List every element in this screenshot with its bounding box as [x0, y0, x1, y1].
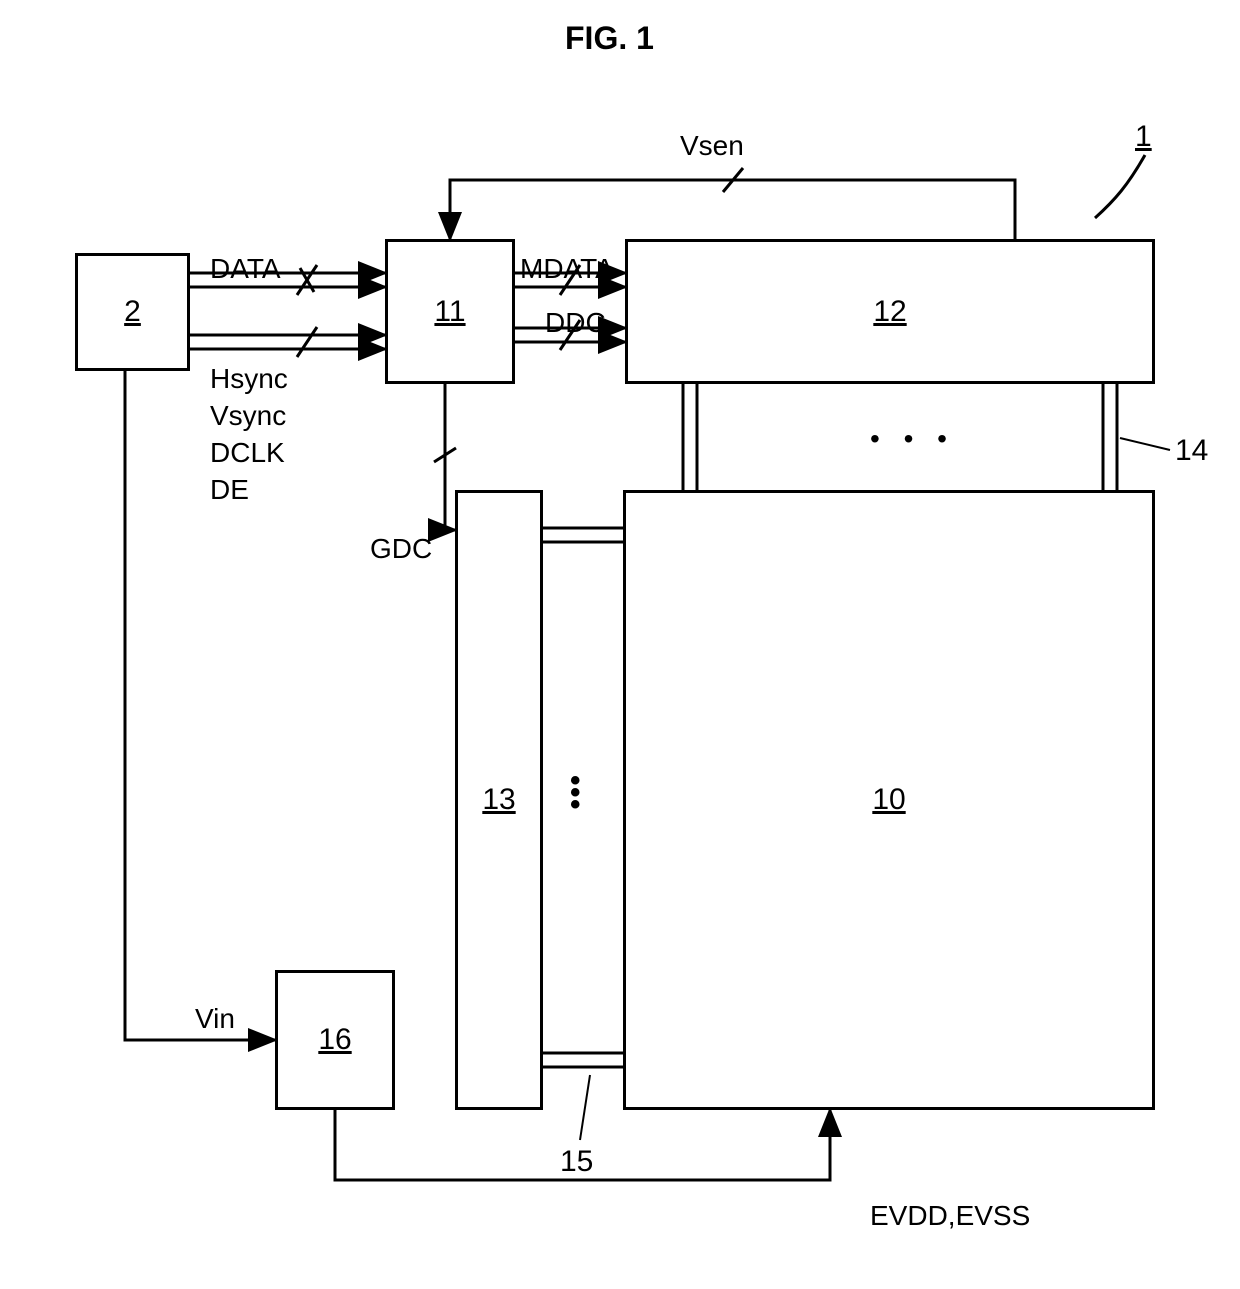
- ref-1: 1: [1135, 120, 1152, 154]
- label-hsync: Hsync: [210, 363, 288, 395]
- label-dclk: DCLK: [210, 437, 285, 469]
- label-ddc: DDC: [545, 307, 606, 339]
- dots-b12: • • •: [870, 423, 955, 455]
- label-data: DATA: [210, 253, 281, 285]
- block-16-label: 16: [318, 1023, 351, 1057]
- block-10: 10: [623, 490, 1155, 1110]
- label-mdata: MDATA: [520, 253, 614, 285]
- block-2: 2: [75, 253, 190, 371]
- block-16: 16: [275, 970, 395, 1110]
- block-13-label: 13: [482, 783, 515, 817]
- block-11-label: 11: [434, 295, 465, 329]
- label-evdd: EVDD,EVSS: [870, 1200, 1030, 1232]
- block-12-label: 12: [873, 295, 906, 329]
- block-11: 11: [385, 239, 515, 384]
- label-vsen: Vsen: [680, 130, 744, 162]
- figure-title: FIG. 1: [565, 20, 654, 57]
- label-de: DE: [210, 474, 249, 506]
- block-12: 12: [625, 239, 1155, 384]
- label-vin: Vin: [195, 1003, 235, 1035]
- vdots-b13: •••: [570, 775, 581, 811]
- block-10-label: 10: [872, 783, 905, 817]
- label-vsync: Vsync: [210, 400, 286, 432]
- ref-15: 15: [560, 1145, 593, 1179]
- label-gdc: GDC: [370, 533, 432, 565]
- ref-14: 14: [1175, 434, 1208, 468]
- block-2-label: 2: [124, 295, 141, 329]
- block-13: 13: [455, 490, 543, 1110]
